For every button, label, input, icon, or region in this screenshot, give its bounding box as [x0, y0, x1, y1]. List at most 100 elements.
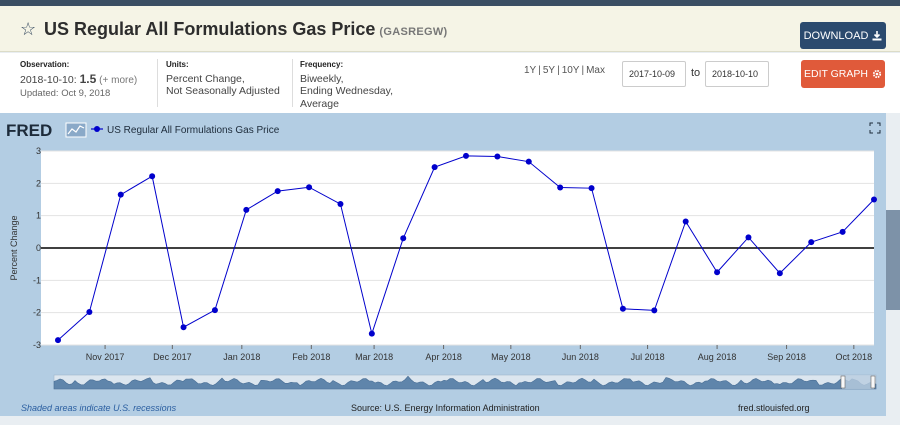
download-button[interactable]: DOWNLOAD [800, 22, 886, 49]
start-date-input[interactable]: 2017-10-09 [622, 61, 686, 87]
y-axis-label: Percent Change [9, 215, 19, 280]
frequency-block: Frequency: Biweekly, Ending Wednesday, A… [300, 59, 393, 110]
x-tick-label: Jul 2018 [631, 352, 665, 362]
data-point [871, 196, 877, 203]
title-bar: ☆ US Regular All Formulations Gas Price(… [0, 6, 900, 52]
x-tick-label: Nov 2017 [86, 352, 125, 362]
frequency-line3: Average [300, 97, 339, 110]
data-point [557, 184, 564, 191]
y-tick-label: -1 [33, 275, 41, 285]
fullscreen-icon[interactable] [869, 122, 881, 134]
units-line1: Percent Change, [166, 72, 245, 85]
data-point [525, 158, 532, 165]
navigator-selection[interactable] [842, 375, 874, 389]
data-point [651, 307, 658, 314]
observation-block: Observation: 2018-10-10: 1.5 (+ more) Up… [20, 59, 137, 101]
data-point [55, 337, 61, 344]
range-max[interactable]: Max [586, 65, 605, 76]
data-point [117, 191, 124, 198]
source-note: Source: U.S. Energy Information Administ… [351, 403, 540, 413]
data-point [776, 270, 783, 277]
fred-logo-mark-icon [65, 122, 87, 138]
observation-more-link[interactable]: (+ more) [99, 74, 138, 86]
divider [157, 59, 158, 107]
data-point [619, 305, 626, 312]
navigator-sparkline [53, 375, 877, 390]
observation-value: 1.5 [79, 71, 97, 86]
metadata-bar: Observation: 2018-10-10: 1.5 (+ more) Up… [0, 53, 900, 113]
units-line2: Not Seasonally Adjusted [166, 85, 280, 97]
data-point [745, 234, 752, 241]
data-point [494, 153, 501, 160]
edit-graph-label: EDIT GRAPH [804, 68, 868, 80]
y-tick-label: -3 [33, 340, 41, 350]
x-tick-label: Sep 2018 [767, 352, 806, 362]
updated-date: Updated: Oct 9, 2018 [20, 88, 111, 99]
observation-date: 2018-10-10: [20, 73, 77, 86]
data-point [431, 164, 438, 171]
legend-marker [94, 126, 100, 132]
x-tick-label: Apr 2018 [425, 352, 462, 362]
x-tick-label: Jun 2018 [562, 352, 599, 362]
series-title: US Regular All Formulations Gas Price [44, 19, 376, 39]
x-tick-label: Jan 2018 [223, 352, 260, 362]
data-point [274, 188, 281, 195]
data-point [306, 184, 313, 191]
data-point [86, 309, 93, 316]
frequency-label: Frequency: [300, 60, 344, 69]
data-point [682, 218, 689, 225]
favorite-star-icon[interactable]: ☆ [20, 19, 37, 39]
data-point [337, 201, 344, 208]
navigator-handle-right[interactable] [870, 375, 876, 389]
fred-logo: FRED [6, 121, 52, 140]
chart-area: FRED US Regular All Formulations Gas Pri… [0, 113, 886, 416]
y-tick-label: -2 [33, 308, 41, 318]
data-point [808, 239, 815, 246]
x-tick-label: Mar 2018 [355, 352, 393, 362]
feedback-tab[interactable] [886, 210, 900, 310]
edit-graph-button[interactable]: EDIT GRAPH [801, 60, 885, 88]
y-tick-label: 2 [36, 178, 41, 188]
observation-label: Observation: [20, 60, 70, 69]
units-block: Units: Percent Change, Not Seasonally Ad… [166, 59, 280, 98]
units-label: Units: [166, 60, 189, 69]
y-tick-label: 3 [36, 146, 41, 156]
recession-note: Shaded areas indicate U.S. recessions [21, 403, 177, 413]
x-tick-label: Feb 2018 [292, 352, 330, 362]
data-point [368, 330, 375, 337]
range-selector: 1Y | 5Y | 10Y | Max [524, 65, 605, 76]
site-url[interactable]: fred.stlouisfed.org [738, 403, 810, 413]
data-point [180, 324, 187, 331]
data-point [714, 269, 721, 276]
data-point [839, 228, 846, 235]
end-date-input[interactable]: 2018-10-10 [705, 61, 769, 87]
data-point [588, 185, 595, 192]
legend-label: US Regular All Formulations Gas Price [107, 125, 280, 136]
to-label: to [691, 67, 701, 79]
range-10y[interactable]: 10Y [561, 65, 580, 76]
range-1y[interactable]: 1Y [524, 65, 537, 76]
frequency-line1: Biweekly, [300, 72, 344, 85]
data-point [400, 235, 407, 242]
range-5y[interactable]: 5Y [542, 65, 556, 76]
top-strip [0, 0, 900, 6]
x-tick-label: Dec 2017 [153, 352, 192, 362]
chart-svg: FRED US Regular All Formulations Gas Pri… [6, 121, 881, 413]
series-id: (GASREGW) [379, 26, 448, 38]
navigator-handle-left[interactable] [840, 375, 846, 389]
x-tick-label: May 2018 [491, 352, 531, 362]
y-tick-label: 0 [36, 243, 41, 253]
divider [292, 59, 293, 107]
y-tick-label: 1 [36, 211, 41, 221]
data-point [463, 152, 469, 159]
frequency-line2: Ending Wednesday, [300, 85, 394, 97]
data-point [243, 206, 250, 213]
x-tick-label: Oct 2018 [836, 352, 873, 362]
data-point [149, 173, 156, 180]
range-navigator[interactable] [53, 374, 877, 390]
gear-icon [872, 69, 882, 79]
download-label: DOWNLOAD [803, 29, 869, 42]
data-point [211, 307, 218, 314]
x-tick-label: Aug 2018 [698, 352, 737, 362]
page-title: US Regular All Formulations Gas Price (GA… [44, 19, 448, 40]
